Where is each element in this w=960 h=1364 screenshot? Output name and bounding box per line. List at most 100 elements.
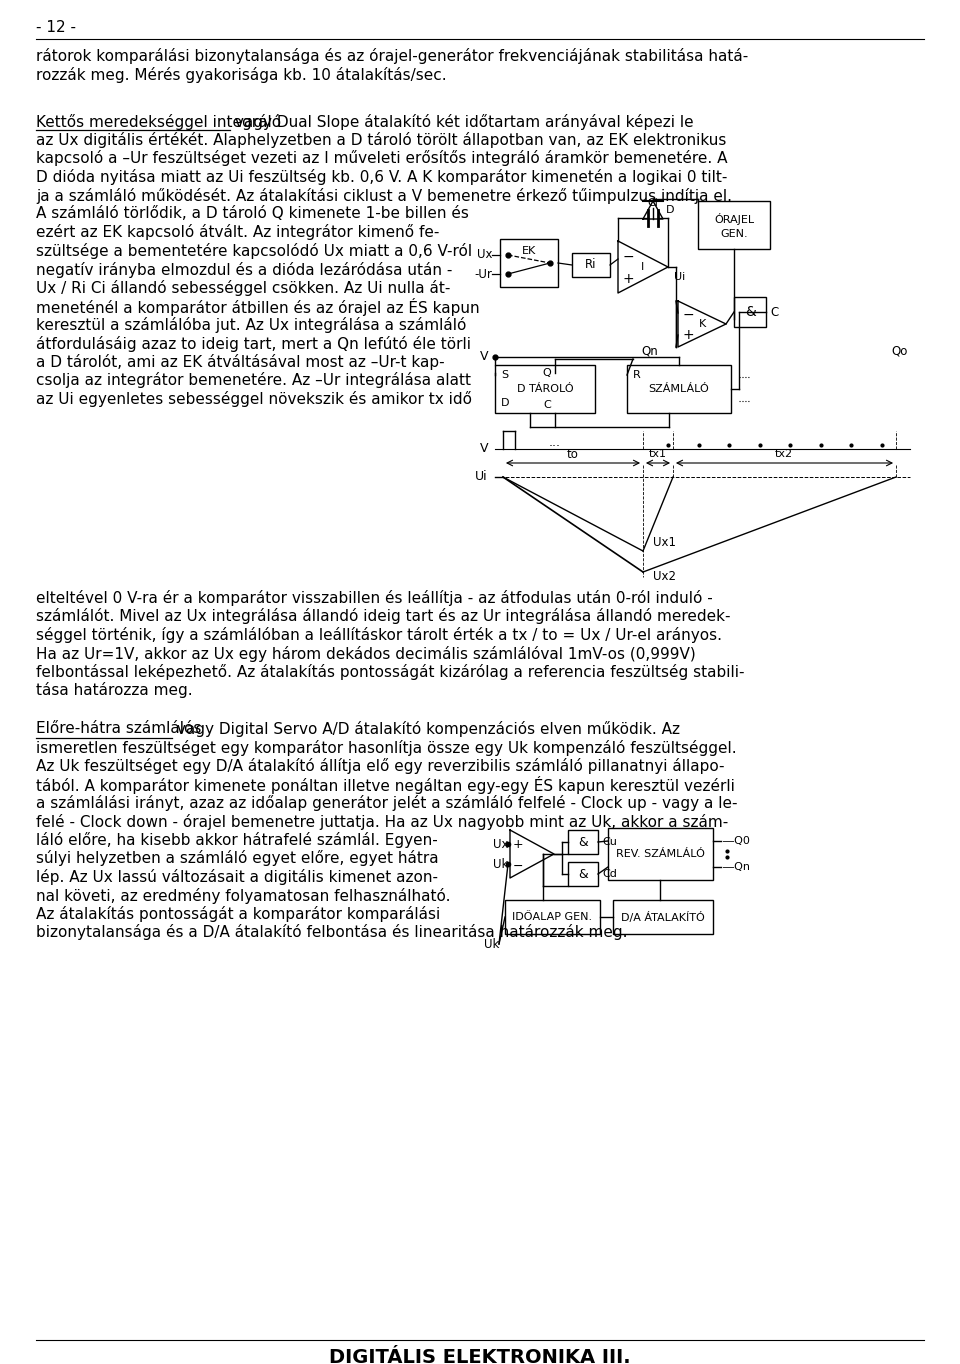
Text: ja a számláló működését. Az átalakítási ciklust a V bemenetre érkező tűimpulzus : ja a számláló működését. Az átalakítási … xyxy=(36,187,732,203)
Bar xyxy=(627,366,731,413)
Text: Uk: Uk xyxy=(484,937,499,951)
Text: keresztül a számlálóba jut. Az Ux integrálása a számláló: keresztül a számlálóba jut. Az Ux integr… xyxy=(36,316,467,333)
Text: Ux: Ux xyxy=(476,248,492,262)
Text: Ui: Ui xyxy=(674,271,685,282)
Text: Cd: Cd xyxy=(602,869,617,878)
Text: V: V xyxy=(479,351,488,363)
Text: REV. SZÁMLÁLÓ: REV. SZÁMLÁLÓ xyxy=(615,848,705,859)
Text: Ux / Ri Ci állandó sebességgel csökken. Az Ui nulla át-: Ux / Ri Ci állandó sebességgel csökken. … xyxy=(36,280,450,296)
Text: +: + xyxy=(622,271,634,286)
Text: - 12 -: - 12 - xyxy=(36,20,76,35)
Bar xyxy=(608,828,713,880)
Text: SZÁMLÁLÓ: SZÁMLÁLÓ xyxy=(649,385,709,394)
Text: to: to xyxy=(567,447,579,461)
Text: Ui: Ui xyxy=(475,471,488,483)
Text: felé - Clock down - órajel bemenetre juttatja. Ha az Ux nagyobb mint az Uk, akko: felé - Clock down - órajel bemenetre jut… xyxy=(36,813,729,829)
Text: Ri: Ri xyxy=(586,259,597,271)
Text: ismeretlen feszültséget egy komparátor hasonlítja össze egy Uk kompenzáló feszül: ismeretlen feszültséget egy komparátor h… xyxy=(36,739,736,756)
Text: I: I xyxy=(641,262,644,271)
Text: C: C xyxy=(543,400,551,411)
Text: V: V xyxy=(479,442,488,456)
Text: vagy Digital Servo A/D átalakító kompenzációs elven működik. Az: vagy Digital Servo A/D átalakító kompenz… xyxy=(172,722,680,737)
Text: rátorok komparálási bizonytalansága és az órajel-generátor frekvenciájának stabi: rátorok komparálási bizonytalansága és a… xyxy=(36,49,748,64)
Text: tx1: tx1 xyxy=(649,449,667,460)
Text: számlálót. Mivel az Ux integrálása állandó ideig tart és az Ur integrálása állan: számlálót. Mivel az Ux integrálása állan… xyxy=(36,608,731,625)
Text: meneténél a komparátor átbillen és az órajel az ÉS kapun: meneténél a komparátor átbillen és az ór… xyxy=(36,299,480,316)
Text: tása határozza meg.: tása határozza meg. xyxy=(36,682,193,698)
Text: tx2: tx2 xyxy=(775,449,793,460)
Bar xyxy=(572,252,610,277)
Bar xyxy=(568,862,598,887)
Text: Uk: Uk xyxy=(492,858,508,870)
Text: Az átalakítás pontosságát a komparátor komparálási: Az átalakítás pontosságát a komparátor k… xyxy=(36,906,441,922)
Text: -Ur: -Ur xyxy=(474,267,492,281)
Text: Ci: Ci xyxy=(648,198,659,207)
Bar xyxy=(568,831,598,854)
Text: a számlálási irányt, azaz az időalap generátor jelét a számláló felfelé - Clock : a számlálási irányt, azaz az időalap gen… xyxy=(36,795,737,812)
Text: Ux: Ux xyxy=(492,837,508,851)
Text: Kettős meredekséggel integráló: Kettős meredekséggel integráló xyxy=(36,113,281,130)
Text: +: + xyxy=(683,327,694,342)
Bar xyxy=(698,201,770,250)
Text: EK: EK xyxy=(522,246,536,256)
Text: elteltével 0 V-ra ér a komparátor visszabillen és leállítja - az átfodulas után : elteltével 0 V-ra ér a komparátor vissza… xyxy=(36,591,712,606)
Text: −: − xyxy=(622,250,634,265)
Text: Előre-hátra számlálós: Előre-hátra számlálós xyxy=(36,722,202,737)
Text: Az Uk feszültséget egy D/A átalakító állítja elő egy reverzibilis számláló pilla: Az Uk feszültséget egy D/A átalakító áll… xyxy=(36,758,725,773)
Text: D: D xyxy=(501,398,510,408)
Text: szültsége a bementetére kapcsolódó Ux miatt a 0,6 V-ról: szültsége a bementetére kapcsolódó Ux mi… xyxy=(36,243,472,259)
Text: a D tárolót, ami az EK átváltásával most az –Ur-t kap-: a D tárolót, ami az EK átváltásával most… xyxy=(36,355,444,370)
Text: D: D xyxy=(666,205,675,216)
Text: K: K xyxy=(698,319,706,329)
Text: D dióda nyitása miatt az Ui feszültség kb. 0,6 V. A K komparátor kimenetén a log: D dióda nyitása miatt az Ui feszültség k… xyxy=(36,169,728,186)
Text: felbontással leképezhető. Az átalakítás pontosságát kizárólag a referencia feszü: felbontással leképezhető. Az átalakítás … xyxy=(36,664,745,681)
Text: bizonytalansága és a D/A átalakító felbontása és linearitása határozzák meg.: bizonytalansága és a D/A átalakító felbo… xyxy=(36,925,628,941)
Text: ―Qn: ―Qn xyxy=(723,862,750,872)
Text: &: & xyxy=(745,306,756,319)
Text: tából. A komparátor kimenete ponáltan illetve negáltan egy-egy ÉS kapun keresztü: tából. A komparátor kimenete ponáltan il… xyxy=(36,776,734,794)
Text: C: C xyxy=(770,306,779,319)
Text: Qo: Qo xyxy=(892,345,908,357)
Text: az Ux digitális értékét. Alaphelyzetben a D tároló törölt állapotban van, az EK : az Ux digitális értékét. Alaphelyzetben … xyxy=(36,132,727,149)
Text: A számláló törlődik, a D tároló Q kimenete 1-be billen és: A számláló törlődik, a D tároló Q kimene… xyxy=(36,206,468,221)
Bar xyxy=(495,366,595,413)
Text: rozzák meg. Mérés gyakorisága kb. 10 átalakítás/sec.: rozzák meg. Mérés gyakorisága kb. 10 áta… xyxy=(36,67,446,83)
Text: Cu: Cu xyxy=(602,837,617,847)
Text: GEN.: GEN. xyxy=(720,229,748,239)
Text: Ux2: Ux2 xyxy=(653,570,676,582)
Text: az Ui egyenletes sebességgel növekszik és amikor tx idő: az Ui egyenletes sebességgel növekszik é… xyxy=(36,391,472,406)
Text: IDŐALAP GEN.: IDŐALAP GEN. xyxy=(512,913,592,922)
Text: −: − xyxy=(683,308,694,322)
Text: negatív irányba elmozdul és a dióda lezáródása után -: negatív irányba elmozdul és a dióda lezá… xyxy=(36,262,452,277)
Text: vagy Dual Slope átalakító két időtartam arányával képezi le: vagy Dual Slope átalakító két időtartam … xyxy=(230,113,694,130)
Text: −: − xyxy=(513,859,523,873)
Text: D TÁROLÓ: D TÁROLÓ xyxy=(516,385,573,394)
Text: ...: ... xyxy=(549,436,561,450)
Text: &: & xyxy=(578,836,588,848)
Text: súlyi helyzetben a számláló egyet előre, egyet hátra: súlyi helyzetben a számláló egyet előre,… xyxy=(36,851,439,866)
Bar xyxy=(505,900,600,934)
Text: ezért az EK kapcsoló átvált. Az integrátor kimenő fe-: ezért az EK kapcsoló átvált. Az integrát… xyxy=(36,225,440,240)
Text: láló előre, ha kisebb akkor hátrafelé számlál. Egyen-: láló előre, ha kisebb akkor hátrafelé sz… xyxy=(36,832,438,848)
Text: &: & xyxy=(578,868,588,881)
Text: ÓRAJEL: ÓRAJEL xyxy=(714,213,754,225)
Text: csolja az integrátor bemenetére. Az –Ur integrálása alatt: csolja az integrátor bemenetére. Az –Ur … xyxy=(36,372,471,389)
Text: nal követi, az eredmény folyamatosan felhasználható.: nal követi, az eredmény folyamatosan fel… xyxy=(36,888,450,903)
Text: ―Q0: ―Q0 xyxy=(723,836,750,846)
Text: S: S xyxy=(501,370,508,381)
Text: Qn: Qn xyxy=(641,345,659,357)
Text: séggel történik, így a számlálóban a leállításkor tárolt érték a tx / to = Ux / : séggel történik, így a számlálóban a leá… xyxy=(36,627,722,642)
Text: Ha az Ur=1V, akkor az Ux egy három dekádos decimális számlálóval 1mV-os (0,999V): Ha az Ur=1V, akkor az Ux egy három dekád… xyxy=(36,645,696,662)
Text: R: R xyxy=(633,370,640,381)
Bar xyxy=(734,297,766,327)
Bar xyxy=(500,239,558,286)
Text: átfordulásáig azaz to ideig tart, mert a Qn lefútó éle törli: átfordulásáig azaz to ideig tart, mert a… xyxy=(36,336,471,352)
Text: DIGITÁLIS ELEKTRONIKA III.: DIGITÁLIS ELEKTRONIKA III. xyxy=(329,1348,631,1364)
Text: D/A ÁTALAKÍTÓ: D/A ÁTALAKÍTÓ xyxy=(621,911,705,922)
Text: +: + xyxy=(513,837,523,851)
Text: kapcsoló a –Ur feszültséget vezeti az I műveleti erősítős integráló áramkör beme: kapcsoló a –Ur feszültséget vezeti az I … xyxy=(36,150,728,166)
Text: Q: Q xyxy=(542,368,551,378)
Bar xyxy=(613,900,713,934)
Text: lép. Az Ux lassú változásait a digitális kimenet azon-: lép. Az Ux lassú változásait a digitális… xyxy=(36,869,438,885)
Text: Ux1: Ux1 xyxy=(653,536,676,550)
